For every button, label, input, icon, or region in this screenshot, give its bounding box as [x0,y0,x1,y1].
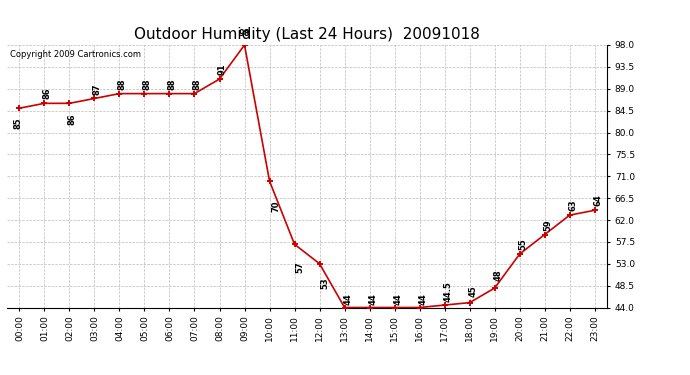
Text: 44: 44 [343,293,352,304]
Text: 63: 63 [568,200,577,211]
Text: 86: 86 [43,88,52,99]
Text: 85: 85 [14,117,23,129]
Text: 88: 88 [193,78,202,90]
Text: Copyright 2009 Cartronics.com: Copyright 2009 Cartronics.com [10,50,141,59]
Text: 88: 88 [168,78,177,90]
Text: 86: 86 [68,113,77,125]
Text: 87: 87 [93,83,102,94]
Text: 70: 70 [271,201,280,212]
Text: 88: 88 [118,78,127,90]
Text: 88: 88 [143,78,152,90]
Text: 45: 45 [468,285,477,297]
Text: 64: 64 [593,195,602,206]
Title: Outdoor Humidity (Last 24 Hours)  20091018: Outdoor Humidity (Last 24 Hours) 2009101… [134,27,480,42]
Text: 44: 44 [368,293,377,304]
Text: 44.5: 44.5 [443,281,452,302]
Text: 53: 53 [320,278,329,289]
Text: 44: 44 [393,293,402,304]
Text: 44: 44 [418,293,427,304]
Text: 48: 48 [493,269,502,281]
Text: 55: 55 [518,238,527,250]
Text: 57: 57 [295,261,304,273]
Text: 98: 98 [239,29,250,38]
Text: 59: 59 [543,219,552,231]
Text: 91: 91 [218,63,227,75]
